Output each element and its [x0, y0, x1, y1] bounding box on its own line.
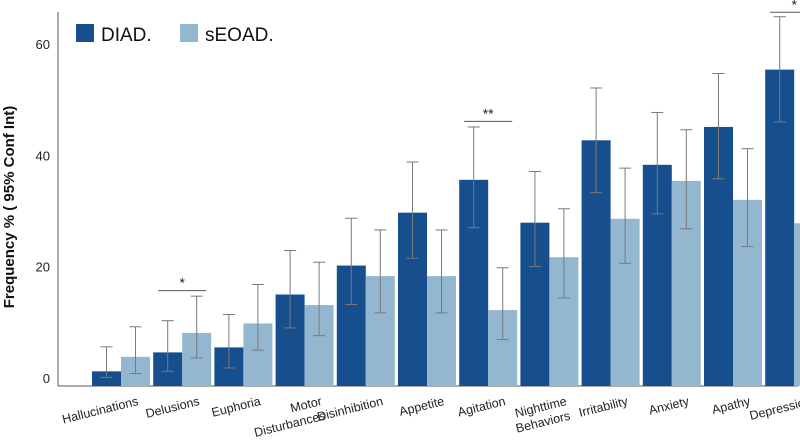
bars-group	[92, 69, 800, 387]
category-label-line: Anxiety	[647, 394, 691, 418]
significance-label: *	[179, 275, 185, 291]
category-label-line: Delusions	[144, 394, 201, 421]
bar-diad	[92, 371, 121, 386]
bar-seoad	[794, 223, 800, 386]
legend-swatch-seoad	[180, 24, 198, 42]
significance-group: ****	[158, 0, 800, 292]
category-labels-group: Hallucinations Delusions Euphoria MotorDist…	[61, 394, 800, 440]
category-label-line: Apathy	[711, 394, 753, 417]
legend-swatch-diad	[76, 24, 94, 42]
y-tick-label: 40	[36, 148, 50, 163]
y-axis-title: Frequency % ( 95% Conf Int)	[1, 106, 18, 309]
category-label: Depression	[748, 394, 800, 423]
legend-label-seoad: sEOAD.	[205, 25, 274, 46]
category-label-line: Disinhibition	[316, 394, 385, 424]
category-label-line: Irritability	[577, 394, 630, 420]
category-label: Agitation	[456, 394, 507, 419]
error-bars-group	[100, 16, 786, 378]
category-label-line: Agitation	[456, 394, 507, 419]
legend: DIAD. sEOAD.	[76, 24, 274, 46]
significance-label: **	[483, 105, 494, 121]
category-label: Delusions	[144, 394, 201, 421]
category-label-line: Hallucinations	[61, 394, 140, 426]
category-label: Anxiety	[647, 394, 691, 418]
category-label: Disinhibition	[316, 394, 385, 424]
y-tick-label: 60	[36, 37, 50, 52]
category-label: Hallucinations	[61, 394, 140, 426]
category-label-line: Euphoria	[210, 394, 262, 420]
category-label-line: Appetite	[398, 394, 446, 419]
legend-label-diad: DIAD.	[101, 25, 152, 46]
y-tick-label: 0	[43, 371, 50, 386]
category-label: Appetite	[398, 394, 446, 419]
significance-label: *	[791, 0, 797, 12]
category-label: Euphoria	[210, 394, 262, 420]
category-label: Apathy	[711, 394, 753, 417]
category-label-line: Depression	[748, 394, 800, 423]
y-tick-label: 20	[36, 260, 50, 275]
category-label: Irritability	[577, 394, 630, 420]
